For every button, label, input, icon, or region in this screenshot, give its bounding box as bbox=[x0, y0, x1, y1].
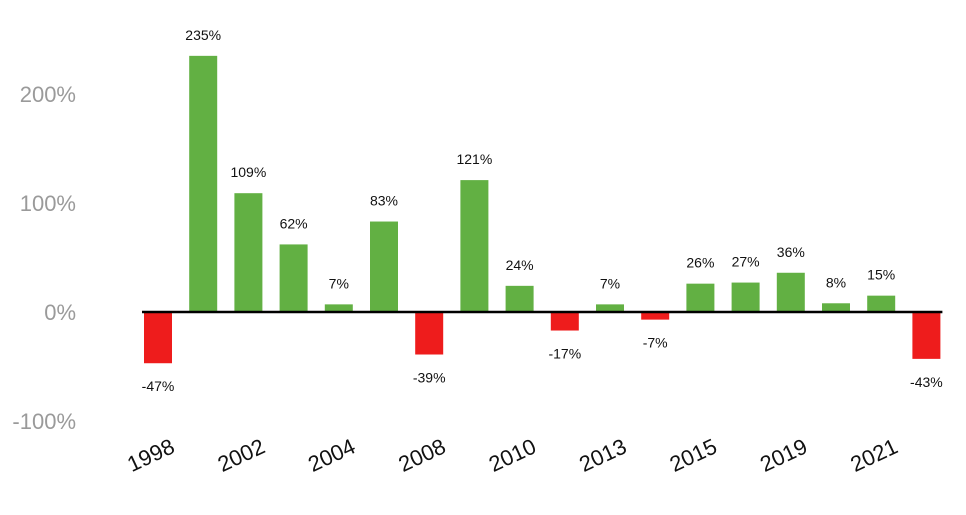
bar bbox=[686, 283, 715, 312]
data-label: -43% bbox=[910, 374, 943, 390]
bar bbox=[641, 312, 670, 320]
bar bbox=[505, 285, 534, 312]
data-label: 24% bbox=[506, 257, 534, 273]
x-tick-label: 2021 bbox=[847, 434, 902, 477]
data-label: 7% bbox=[600, 275, 620, 291]
data-label: 62% bbox=[280, 215, 308, 231]
data-label: 7% bbox=[329, 275, 349, 291]
x-axis-ticks: 1998 2002 2004 2008 2010 2013 2015 2019 2021 bbox=[123, 434, 901, 477]
bar bbox=[550, 312, 579, 331]
bar bbox=[234, 193, 263, 312]
data-label: -47% bbox=[142, 378, 175, 394]
data-label: 26% bbox=[686, 255, 714, 271]
data-label: 109% bbox=[230, 164, 266, 180]
data-label: -39% bbox=[413, 370, 446, 386]
x-tick-label: 2013 bbox=[575, 434, 630, 477]
x-tick-label: 2015 bbox=[666, 434, 721, 477]
data-labels-group: -47% 235% 109% 62% 7% 83% -39% 121% 24% -17% 7% -7%… bbox=[142, 27, 943, 394]
data-label: 121% bbox=[456, 151, 492, 167]
bar bbox=[415, 312, 444, 355]
data-label: -17% bbox=[548, 346, 581, 362]
bar bbox=[822, 303, 850, 312]
bar bbox=[731, 282, 760, 312]
bar bbox=[460, 180, 489, 312]
data-label: -7% bbox=[643, 335, 668, 351]
bar bbox=[324, 304, 353, 312]
x-tick-label: 2008 bbox=[395, 434, 450, 477]
bar bbox=[867, 295, 896, 312]
x-tick-label: 2002 bbox=[214, 434, 269, 477]
data-label: 27% bbox=[732, 254, 760, 270]
bar bbox=[144, 312, 172, 364]
data-label: 15% bbox=[867, 267, 895, 283]
x-tick-label: 2010 bbox=[485, 434, 540, 477]
x-tick-label: 1998 bbox=[123, 434, 178, 477]
bar bbox=[776, 272, 805, 312]
bar bbox=[279, 244, 308, 312]
data-label: 83% bbox=[370, 193, 398, 209]
bar bbox=[189, 55, 218, 312]
bar bbox=[596, 304, 624, 312]
x-tick-label: 2004 bbox=[304, 434, 359, 477]
y-tick-label: 100% bbox=[20, 191, 76, 216]
y-axis-ticks: 200% 100% 0% -100% bbox=[12, 82, 76, 434]
y-tick-label: 0% bbox=[44, 300, 76, 325]
bar bbox=[370, 221, 398, 312]
data-label: 235% bbox=[185, 27, 221, 43]
bars-group bbox=[144, 55, 941, 364]
data-label: 36% bbox=[777, 244, 805, 260]
y-tick-label: 200% bbox=[20, 82, 76, 107]
x-tick-label: 2019 bbox=[756, 434, 811, 477]
data-label: 8% bbox=[826, 274, 846, 290]
bar bbox=[912, 312, 941, 359]
y-tick-label: -100% bbox=[12, 409, 76, 434]
